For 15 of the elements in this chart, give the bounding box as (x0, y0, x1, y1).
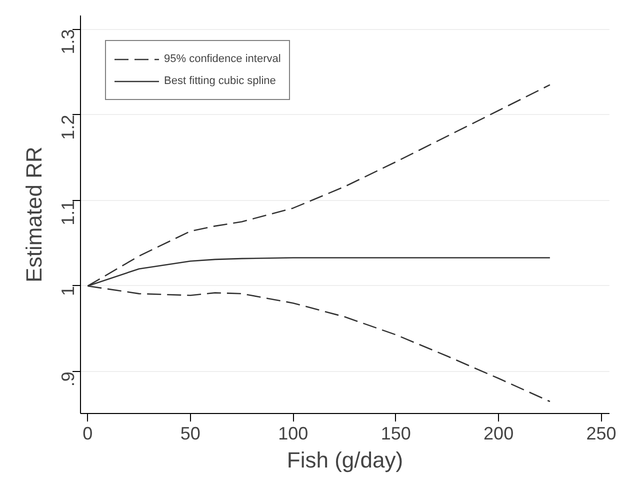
x-tick-label: 50 (180, 424, 200, 444)
x-tick-label: 200 (484, 424, 514, 444)
y-tick-label: 1 (58, 286, 78, 296)
x-axis-title: Fish (g/day) (286, 448, 404, 472)
y-tick-label: 1.3 (58, 29, 78, 54)
y-tick-label: 1.2 (58, 114, 78, 140)
x-tick-label: 250 (586, 424, 616, 444)
y-tick-label: 1.1 (58, 200, 78, 226)
x-tick-label: 150 (380, 424, 411, 444)
legend-label: 95% confidence interval (164, 53, 281, 65)
x-tick-label: 100 (278, 424, 308, 444)
y-tick-label: .9 (58, 372, 78, 387)
y-axis-title: Estimated RR (22, 146, 46, 282)
legend-label: Best fitting cubic spline (164, 75, 276, 87)
x-tick-label: 0 (82, 424, 93, 444)
